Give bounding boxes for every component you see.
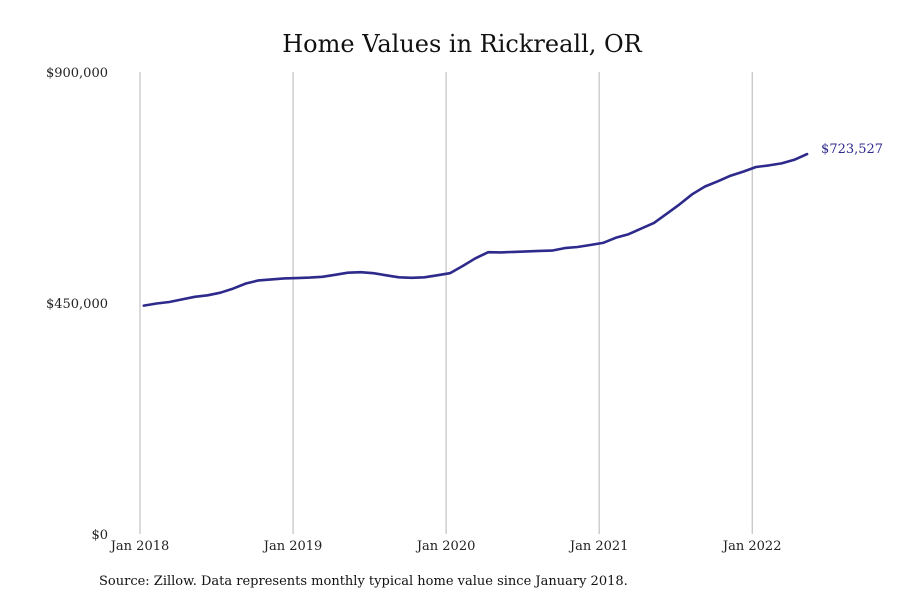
x-tick-label-3: Jan 2021	[568, 539, 629, 554]
y-axis: $0 $450,000 $900,000	[46, 66, 108, 543]
grid	[139, 72, 753, 534]
x-tick-label-0: Jan 2018	[109, 539, 170, 554]
y-tick-label-0: $0	[91, 528, 108, 543]
end-value-label-0: $723,527	[821, 142, 883, 157]
series-line-0	[142, 152, 809, 307]
y-tick-label-1: $450,000	[46, 297, 108, 312]
x-tick-label-1: Jan 2019	[262, 539, 323, 554]
chart-title: Home Values in Rickreall, OR	[282, 30, 642, 58]
x-axis: Jan 2018 Jan 2019 Jan 2020 Jan 2021 Jan 2022	[109, 539, 782, 554]
source-note: Source: Zillow. Data represents monthly …	[99, 574, 628, 589]
x-tick-label-2: Jan 2020	[415, 539, 476, 554]
x-tick-label-4: Jan 2022	[721, 539, 782, 554]
series-layer: $723,527	[142, 142, 883, 307]
y-tick-label-2: $900,000	[46, 66, 108, 81]
